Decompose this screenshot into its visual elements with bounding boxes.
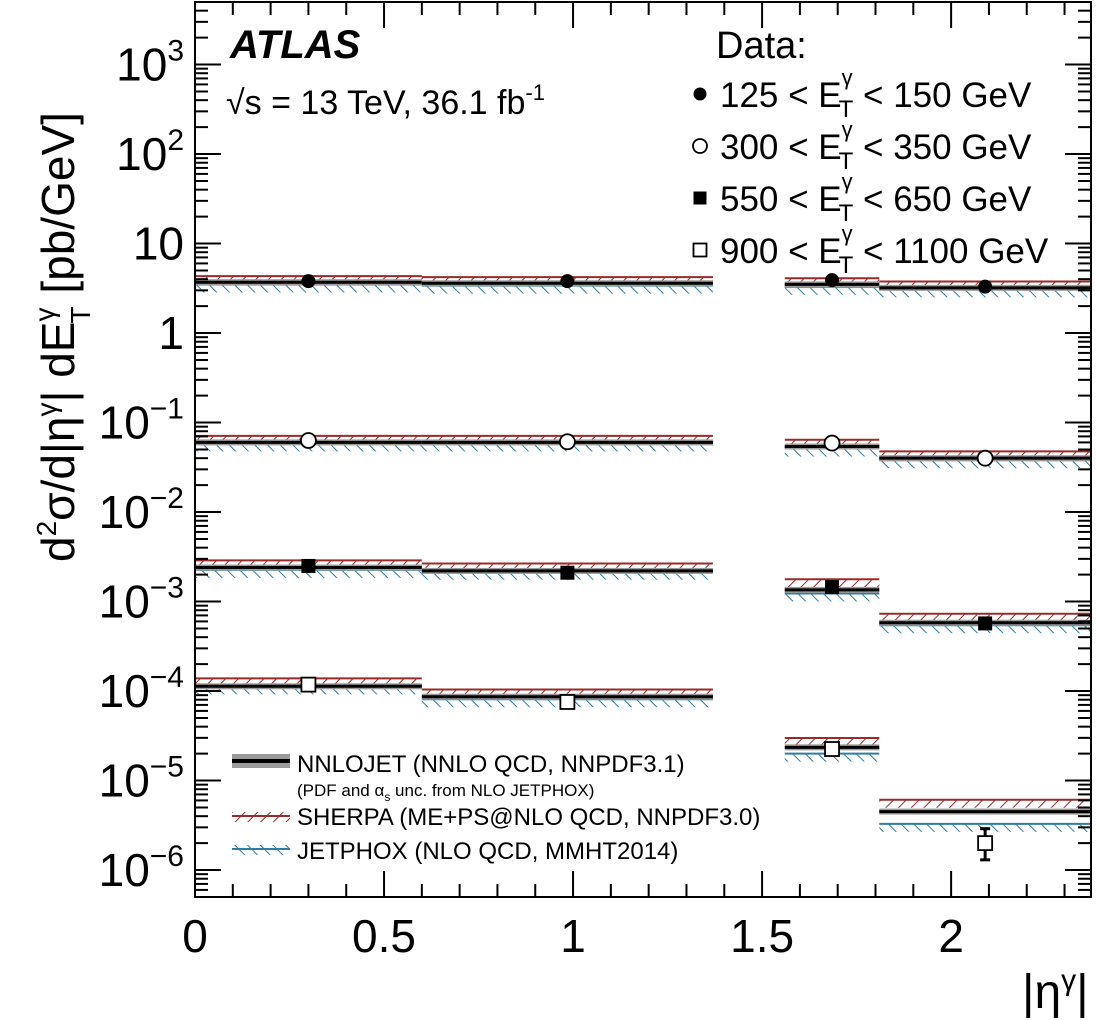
data-point <box>976 449 994 467</box>
data-point <box>301 274 316 289</box>
x-tick-label: 0.5 <box>352 910 416 962</box>
data-point <box>300 676 317 693</box>
jetphox-legend-label: JETPHOX (NLO QCD, MMHT2014) <box>297 838 678 865</box>
y-tick-label: 102 <box>116 124 184 180</box>
x-tick-label: 1.5 <box>730 910 794 962</box>
axes: 0 0.5 1 1.5 2 10−6 10−5 10−4 10−3 10−2 10−1 1 10 102 1… <box>99 1 1092 962</box>
data-points <box>300 273 994 862</box>
nnlojet-legend-sublabel: (PDF and αs unc. from NLO JETPHOX) <box>297 781 594 804</box>
x-tick-label: 0 <box>182 910 208 962</box>
data-point <box>693 87 707 101</box>
prediction-bands <box>195 275 1091 832</box>
data-point <box>693 191 707 205</box>
y-tick-label: 10−2 <box>99 482 184 538</box>
y-axis-label: d2σ/d|ηγ| dEγ T [pb/GeV] <box>29 112 96 562</box>
lumi-exponent: -1 <box>525 80 545 105</box>
data-point <box>692 242 708 258</box>
data-legend-entry: 550 < Eγ T < 650 GeV <box>720 169 1032 227</box>
data-point <box>300 432 317 449</box>
jetphox-band <box>195 569 422 578</box>
x-axis-label-sup: γ <box>1061 964 1076 997</box>
y-tick-label: 10−3 <box>99 572 184 628</box>
y-tick-label: 1 <box>158 307 184 359</box>
x-tick-label: 1 <box>560 910 586 962</box>
y-tick-label: 10−1 <box>99 393 184 449</box>
prediction-legend: NNLOJET (NNLO QCD, NNPDF3.1) (PDF and αs … <box>232 751 760 865</box>
y-tick-label: 10−5 <box>99 751 184 807</box>
data-point <box>692 138 708 154</box>
data-point <box>301 558 316 573</box>
jetphox-band <box>784 753 880 762</box>
energy-lumi-label: √s = 13 TeV, 36.1 fb-1 <box>226 80 545 122</box>
jetphox-band <box>784 286 880 295</box>
x-axis-label-main: |η <box>1022 966 1061 1019</box>
y-tick-label: 10 <box>133 218 184 270</box>
data-point <box>560 274 575 289</box>
data-point <box>559 694 576 710</box>
data-point <box>823 434 841 452</box>
nnlojet-legend-label: NNLOJET (NNLO QCD, NNPDF3.1) <box>297 751 685 778</box>
jetphox-band <box>421 285 713 294</box>
jetphox-band <box>784 593 880 602</box>
energy-label: √s = 13 TeV, 36.1 fb <box>226 84 525 122</box>
data-legend-title: Data: <box>716 25 807 67</box>
data-legend-entry: 300 < Eγ T < 350 GeV <box>720 117 1032 175</box>
y-tick-label: 103 <box>116 35 184 91</box>
sherpa-band <box>421 689 713 698</box>
experiment-label: ATLAS <box>229 23 361 67</box>
x-tick-label: 2 <box>938 910 964 962</box>
data-legend-entry: 900 < Eγ T < 1100 GeV <box>720 221 1049 279</box>
x-axis-label-bar: | <box>1076 966 1088 1019</box>
data-point <box>560 565 575 580</box>
data-point <box>978 616 993 631</box>
jetphox-band <box>784 448 880 457</box>
data-point <box>977 835 994 852</box>
data-legend-entry: 125 < Eγ T < 150 GeV <box>720 65 1032 123</box>
data-point <box>558 433 576 451</box>
x-axis-label: |ηγ| <box>1022 964 1089 1019</box>
y-tick-label: 10−4 <box>99 661 184 717</box>
jetphox-band <box>195 284 422 293</box>
y-tick-label: 10−6 <box>99 840 184 896</box>
data-point <box>824 741 840 757</box>
data-point <box>825 273 840 288</box>
data-point <box>978 279 993 294</box>
sherpa-legend-label: SHERPA (ME+PS@NLO QCD, NNPDF3.0) <box>297 804 760 831</box>
data-point <box>825 580 840 595</box>
sherpa-band <box>879 799 1091 808</box>
